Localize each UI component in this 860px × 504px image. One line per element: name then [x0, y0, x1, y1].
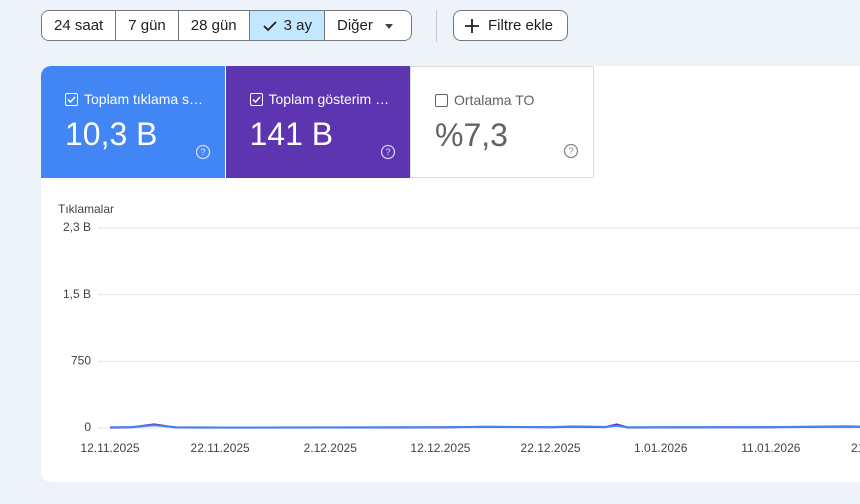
y-tick-label: 1,5 B	[63, 287, 91, 301]
filter-option[interactable]: 24 saat	[42, 11, 117, 40]
filter-option[interactable]: 3 ay	[249, 11, 326, 40]
check-icon	[263, 20, 277, 31]
x-tick-label: 1.01.2026	[634, 441, 688, 455]
metric-value: %7,3	[435, 117, 508, 153]
metric-tile[interactable]: Ortalama TO %7,3?	[410, 66, 594, 178]
x-tick-label: 11.01.2026	[741, 441, 800, 455]
help-icon[interactable]: ?	[380, 144, 396, 165]
help-glyph: ?	[563, 143, 579, 159]
filter-option[interactable]: 28 gün	[178, 11, 250, 40]
x-tick-label: 2.12.2025	[304, 441, 358, 455]
checkbox[interactable]	[65, 92, 78, 106]
svg-text:?: ?	[385, 147, 390, 157]
help-icon[interactable]: ?	[563, 143, 579, 164]
add-filter-label: Filtre ekle	[488, 17, 554, 34]
metric-label: Ortalama TO	[454, 92, 535, 108]
x-tick-label: 12.12.2025	[410, 441, 470, 455]
metric-value: 141 B	[249, 116, 334, 152]
divider	[436, 10, 437, 42]
filter-option[interactable]: 7 gün	[116, 11, 179, 40]
filter-label: 28 gün	[190, 17, 237, 34]
metric-value: 10,3 B	[65, 116, 158, 152]
help-glyph: ?	[380, 144, 395, 160]
x-tick-label: 22.11.2025	[191, 441, 250, 455]
checkmark	[251, 95, 261, 103]
checkbox[interactable]	[435, 93, 448, 107]
help-icon[interactable]: ?	[195, 144, 211, 165]
filter-label: 24 saat	[54, 17, 104, 34]
metric-label: Toplam gösterim …	[268, 91, 390, 107]
metric-tile[interactable]: Toplam tıklama s… 10,3 B?	[41, 66, 225, 178]
metric-label-row: Toplam tıklama s…	[65, 91, 203, 107]
chart: Tıklamalar 0 750 1,5 B 2,3 B 12.11.2025 22.11…	[58, 202, 860, 455]
y-tick-label: 0	[84, 420, 91, 434]
filter-label: 3 ay	[283, 17, 313, 34]
filter-label: Diğer	[337, 17, 373, 34]
x-tick-label: 21.01.2026	[851, 441, 860, 455]
checkbox[interactable]	[249, 92, 263, 106]
x-tick-label: 22.12.2025	[521, 441, 581, 455]
help-glyph: ?	[195, 144, 211, 160]
svg-text:?: ?	[200, 147, 205, 157]
svg-text:?: ?	[568, 146, 573, 156]
date-filter-group: 24 saat 7 gün 28 gün 3 ay Diğer	[41, 10, 412, 41]
metric-label-row: Ortalama TO	[435, 92, 534, 108]
metric-tile[interactable]: Toplam gösterim … 141 B?	[225, 66, 410, 178]
dropdown-icon	[384, 23, 393, 29]
metric-label-row: Toplam gösterim …	[249, 91, 390, 107]
y-tick-label: 750	[71, 354, 91, 368]
x-tick-label: 12.11.2025	[80, 441, 139, 455]
checkmark	[67, 95, 76, 103]
filter-label: 7 gün	[128, 17, 166, 34]
y-axis-title: Tıklamalar	[58, 202, 114, 216]
y-tick-label: 2,3 B	[63, 220, 91, 234]
performance-card: Toplam tıklama s… 10,3 B? Toplam gösterim …	[41, 66, 860, 482]
metric-label: Toplam tıklama s…	[84, 91, 204, 107]
plus-icon	[465, 18, 479, 33]
filter-option[interactable]: Diğer	[325, 11, 411, 40]
add-filter-button[interactable]: Filtre ekle	[453, 10, 569, 41]
series-line	[109, 424, 860, 429]
